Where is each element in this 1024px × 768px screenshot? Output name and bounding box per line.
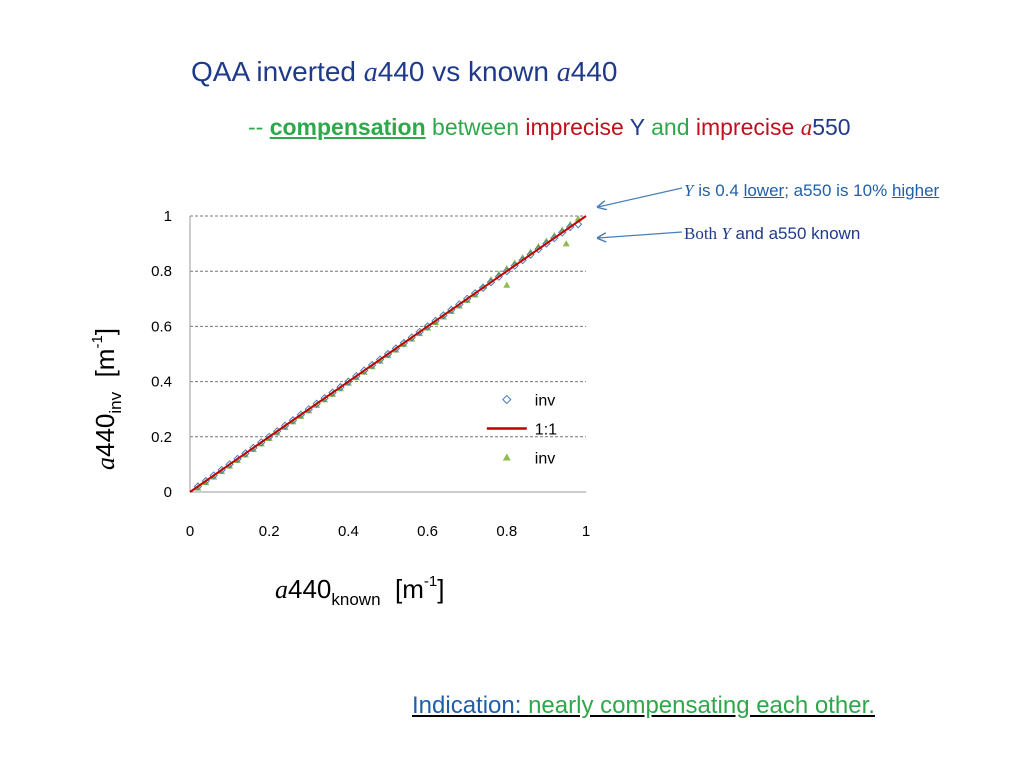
subtitle-compensation: compensation [269, 114, 426, 140]
ylabel-sub: inv [106, 391, 125, 414]
indication-text: Indication: nearly compensating each oth… [412, 692, 875, 720]
x-tick-label: 0.4 [338, 523, 359, 540]
title-var1: a [363, 57, 378, 88]
x-axis-label: a440known [m-1] [275, 573, 445, 609]
xlabel-var: a [275, 575, 288, 604]
scatter-chart: 0 0.2 0.4 0.6 0.8 1 0 0.2 0.4 0.6 0.8 1 inv 1:1 inv [151, 208, 590, 540]
y-tick-label: 0.6 [151, 318, 172, 335]
xlabel-main: 440 [288, 574, 332, 604]
annotation1-t1: is 0.4 [693, 181, 744, 200]
arrow-upper [598, 187, 683, 207]
x-tick-label: 0 [186, 523, 194, 540]
ylabel-sup: -1 [89, 335, 106, 349]
annotation2-both: Both [684, 224, 722, 243]
arrow-lower [598, 231, 683, 238]
ylabel-var: a [91, 457, 120, 470]
legend-marker-diamond [502, 394, 512, 405]
legend-marker-triangle [502, 453, 511, 461]
y-tick-label: 0 [164, 484, 172, 501]
x-tick-label: 0.6 [417, 523, 438, 540]
legend-label: inv [535, 451, 555, 468]
annotation-known: Both Y and a550 known [684, 224, 860, 244]
legend-label: inv [535, 393, 555, 410]
y-tick-label: 0.2 [151, 429, 172, 446]
ylabel-unit1: [m [90, 348, 120, 392]
xlabel-sub: known [331, 590, 381, 609]
xlabel-unit2: ] [437, 574, 445, 604]
annotation-imprecise: Y is 0.4 lower; a550 is 10% higher [684, 181, 939, 201]
xlabel-unit1: [m [380, 574, 424, 604]
slide-title: QAA inverted a440 vs known a440 [191, 56, 617, 89]
y-tick-label: 1 [164, 208, 172, 225]
subtitle-y: Y [623, 114, 652, 140]
x-tick-label: 0.2 [259, 523, 280, 540]
subtitle-between: between [425, 114, 526, 140]
subtitle-var-a: a [800, 115, 813, 140]
xlabel-sup: -1 [423, 573, 438, 590]
y-tick-label: 0.4 [151, 374, 172, 391]
legend-label: 1:1 [535, 422, 557, 439]
y-tick-label: 0.8 [151, 263, 172, 280]
series-line-1to1 [189, 215, 587, 493]
data-point-triangle [503, 281, 511, 288]
subtitle-dash: -- [248, 114, 270, 140]
annotation-arrows [590, 187, 683, 250]
title-part2: 440 vs known [377, 56, 557, 87]
slide-subtitle: -- compensation between imprecise Y and … [248, 114, 851, 141]
y-axis-label: a440inv [m-1] [89, 328, 125, 470]
title-var2: a [556, 57, 571, 88]
annotation2-var: Y [721, 224, 731, 243]
annotation1-lower: lower [743, 181, 785, 200]
annotation2-t2: and a550 known [730, 224, 861, 243]
subtitle-imprecise-1: imprecise [525, 114, 624, 140]
subtitle-and: and [651, 114, 690, 140]
title-part3: 440 [570, 56, 618, 87]
subtitle-550: 550 [812, 114, 851, 140]
indication-body: nearly compensating each other. [528, 692, 875, 719]
x-tick-label: 1 [582, 523, 590, 540]
subtitle-imprecise-2: imprecise [689, 114, 801, 140]
indication-label: Indication: [412, 692, 529, 719]
ylabel-main: 440 [90, 413, 120, 457]
title-part1: QAA inverted [191, 56, 364, 87]
data-point-triangle [562, 240, 570, 247]
annotation1-higher: higher [891, 181, 940, 200]
annotation1-t3: ; a550 is 10% [784, 181, 892, 200]
x-tick-label: 0.8 [496, 523, 517, 540]
annotation1-var: Y [684, 181, 694, 200]
